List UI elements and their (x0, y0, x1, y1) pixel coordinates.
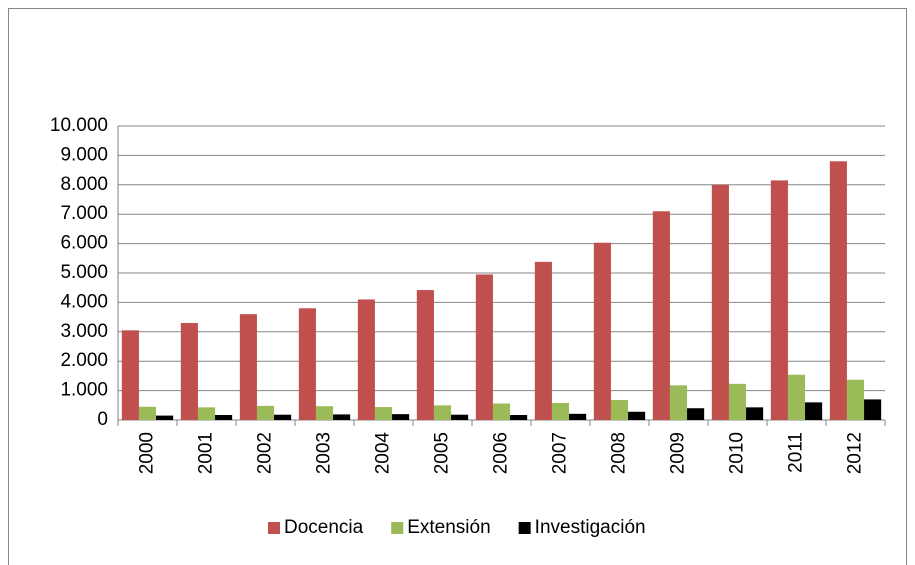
bar (138, 406, 157, 420)
x-tick-label: 2008 (609, 432, 630, 474)
bar (846, 379, 865, 420)
y-tick-label: 2.000 (60, 350, 108, 371)
chart-frame (8, 8, 907, 565)
bar (711, 184, 729, 420)
y-tick-label: 10.000 (50, 115, 108, 136)
bar (274, 414, 292, 420)
bar (315, 406, 334, 420)
bar (256, 405, 275, 420)
bar (652, 211, 670, 420)
bar (416, 290, 434, 420)
x-tick-label: 2000 (137, 432, 158, 474)
bar (534, 261, 552, 420)
bar (829, 161, 847, 420)
x-tick-label: 2012 (845, 432, 866, 474)
y-tick-label: 3.000 (60, 321, 108, 342)
y-tick-label: 6.000 (60, 233, 108, 254)
bar (180, 322, 198, 420)
bar (805, 402, 823, 420)
y-tick-label: 9.000 (60, 144, 108, 165)
x-tick-label: 2007 (550, 432, 571, 474)
bar (475, 274, 493, 420)
x-tick-label: 2005 (432, 432, 453, 474)
y-tick-label: 5.000 (60, 262, 108, 283)
bar (239, 314, 257, 420)
legend-swatch (268, 522, 280, 534)
bar (298, 308, 316, 420)
x-tick-label: 2001 (196, 432, 217, 474)
y-tick-label: 8.000 (60, 174, 108, 195)
y-tick-label: 1.000 (60, 380, 108, 401)
bar (451, 414, 469, 420)
bar (770, 180, 788, 420)
bar (746, 407, 764, 420)
bar (569, 413, 587, 420)
bar (551, 402, 570, 420)
bar (728, 383, 747, 420)
y-tick-label: 0 (97, 409, 108, 430)
bar (333, 414, 351, 420)
bar (392, 414, 410, 420)
bar (492, 403, 511, 420)
bar (687, 408, 705, 420)
legend-label: Extensión (407, 517, 490, 538)
bar (787, 374, 806, 420)
legend-swatch (391, 522, 404, 534)
x-tick-label: 2011 (786, 432, 807, 473)
x-tick-label: 2002 (255, 432, 276, 474)
bar (156, 415, 174, 420)
bar (197, 407, 216, 420)
y-tick-label: 4.000 (60, 291, 108, 312)
x-tick-label: 2006 (491, 432, 512, 474)
bar (628, 411, 646, 420)
bar (510, 415, 528, 420)
y-tick-label: 7.000 (60, 203, 108, 224)
x-tick-label: 2009 (668, 432, 689, 474)
x-tick-label: 2004 (373, 432, 394, 475)
legend-label: Investigación (535, 517, 646, 538)
bar (433, 405, 452, 420)
bar (610, 400, 629, 420)
bar (357, 299, 375, 420)
legend-label: Docencia (284, 517, 364, 538)
bar (121, 330, 139, 420)
bar (669, 385, 688, 420)
bar (864, 399, 882, 420)
x-tick-label: 2003 (314, 432, 335, 474)
bar (593, 242, 611, 420)
bar (215, 415, 233, 420)
x-tick-label: 2010 (727, 432, 748, 474)
bar (374, 407, 393, 420)
legend-swatch (518, 522, 531, 534)
